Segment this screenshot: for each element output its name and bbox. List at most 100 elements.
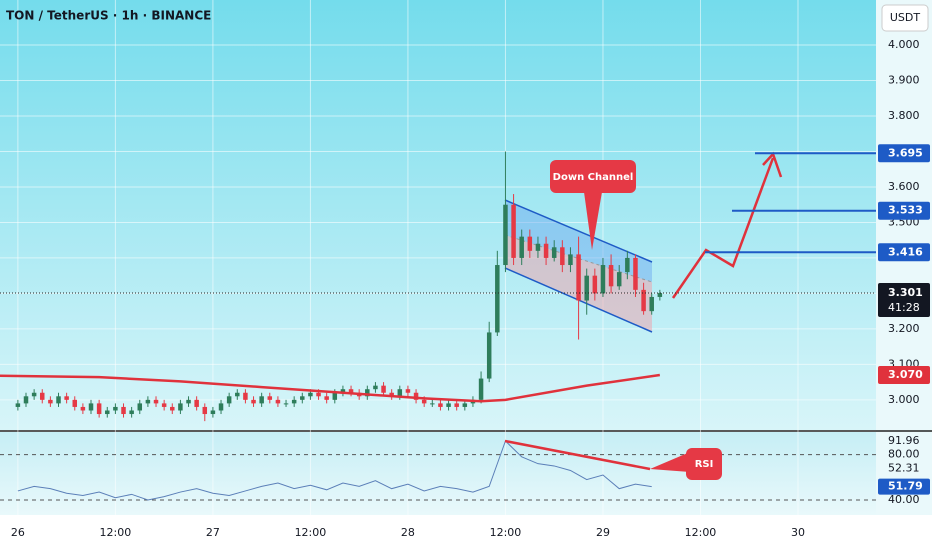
rsi-pointer — [650, 452, 690, 472]
candle-body — [584, 275, 589, 301]
y-tick-label: 3.200 — [888, 322, 920, 335]
rsi-callout-text: RSI — [695, 459, 714, 470]
candle-body — [438, 403, 443, 407]
candle-body — [283, 403, 289, 405]
candle-body — [161, 403, 167, 407]
candle-body — [397, 389, 403, 397]
candle-body — [649, 296, 654, 312]
candle-body — [560, 247, 565, 266]
y-tick-label: 3.600 — [888, 180, 920, 193]
candle-body — [535, 243, 541, 251]
candle-body — [462, 403, 468, 407]
candle-body — [568, 254, 573, 266]
rsi-badge — [878, 478, 930, 495]
candle-body — [105, 410, 110, 415]
y-tick-label: 3.800 — [888, 109, 920, 122]
candle-body — [527, 236, 533, 251]
rsi-callout — [686, 448, 722, 480]
callout-pointer — [584, 192, 602, 250]
level-label: 3.695 — [888, 146, 923, 159]
candle-body — [40, 392, 45, 400]
candle-body — [616, 272, 622, 287]
candle-body — [96, 403, 102, 415]
level-label: 3.533 — [888, 204, 923, 217]
candle-body — [543, 243, 549, 258]
time-axis — [0, 515, 932, 550]
candle-body — [186, 399, 191, 404]
candle-body — [23, 396, 29, 404]
candle-body — [291, 399, 297, 404]
candle-body — [194, 399, 199, 407]
rsi-pane — [0, 432, 876, 515]
candle-body — [202, 406, 208, 415]
rsi-tick-label: 80.00 — [888, 448, 920, 461]
rsi-line — [17, 440, 652, 501]
candle-body — [153, 399, 159, 404]
candle-body — [576, 254, 581, 301]
x-tick-label: 12:00 — [100, 526, 132, 539]
rsi-last: 51.79 — [888, 480, 923, 493]
x-tick-label: 30 — [791, 526, 805, 539]
callout-text: Down Channel — [553, 172, 634, 183]
level-badge — [878, 243, 930, 262]
candle-body — [641, 289, 646, 312]
x-tick-label: 12:00 — [295, 526, 327, 539]
rsi-trendline — [504, 439, 651, 471]
candle-body — [275, 399, 281, 404]
candle-body — [308, 392, 313, 397]
rsi-high: 91.96 — [888, 434, 920, 447]
candle-body — [129, 410, 134, 415]
candle-body — [430, 403, 435, 405]
y-tick-label: 3.000 — [888, 393, 920, 406]
level-label: 3.416 — [888, 245, 923, 258]
rsi-ma: 52.31 — [888, 462, 920, 475]
ma-badge — [878, 366, 930, 385]
projection-arrow — [671, 157, 775, 299]
x-tick-label: 28 — [401, 526, 415, 539]
candle-body — [31, 392, 37, 397]
candle-body — [348, 389, 354, 393]
candle-body — [446, 403, 451, 407]
candle-body — [48, 399, 53, 404]
candle-body — [633, 257, 638, 290]
y-tick-label: 4.000 — [888, 38, 920, 51]
candle-body — [454, 403, 459, 407]
candle-body — [373, 385, 378, 390]
candle-body — [243, 392, 248, 400]
x-tick-label: 26 — [11, 526, 25, 539]
callout-box — [550, 160, 636, 193]
candle-body — [608, 265, 614, 287]
x-tick-label: 27 — [206, 526, 220, 539]
y-tick-label: 3.900 — [888, 74, 920, 87]
ma-label: 3.070 — [888, 368, 923, 381]
price-pane — [0, 0, 876, 430]
candle-body — [316, 392, 321, 397]
candle-body — [381, 385, 386, 393]
candle-body — [324, 396, 329, 400]
marks — [0, 151, 663, 501]
currency-badge — [881, 4, 929, 32]
candle-body — [137, 403, 143, 411]
candle-body — [503, 204, 508, 266]
candle-body — [413, 392, 419, 400]
candle-body — [226, 396, 232, 404]
last-price: 3.301 — [888, 286, 923, 299]
candle-body — [300, 396, 305, 400]
candle-body — [88, 403, 94, 411]
candle-body — [121, 406, 126, 415]
candle-body — [421, 399, 427, 404]
candle-body — [64, 396, 69, 400]
candle-body — [519, 236, 524, 258]
candle-body — [56, 396, 61, 404]
candle-body — [178, 403, 183, 411]
candle-body — [15, 403, 21, 407]
candle-body — [551, 247, 557, 258]
candle-body — [389, 392, 394, 397]
candle-body — [340, 389, 346, 393]
candle-body — [600, 265, 606, 294]
candle-body — [251, 399, 256, 404]
moving-average — [0, 373, 661, 403]
chart-title: TON / TetherUS · 1h · BINANCE — [6, 9, 211, 23]
candle-body — [218, 403, 224, 411]
candle-body — [365, 389, 370, 397]
